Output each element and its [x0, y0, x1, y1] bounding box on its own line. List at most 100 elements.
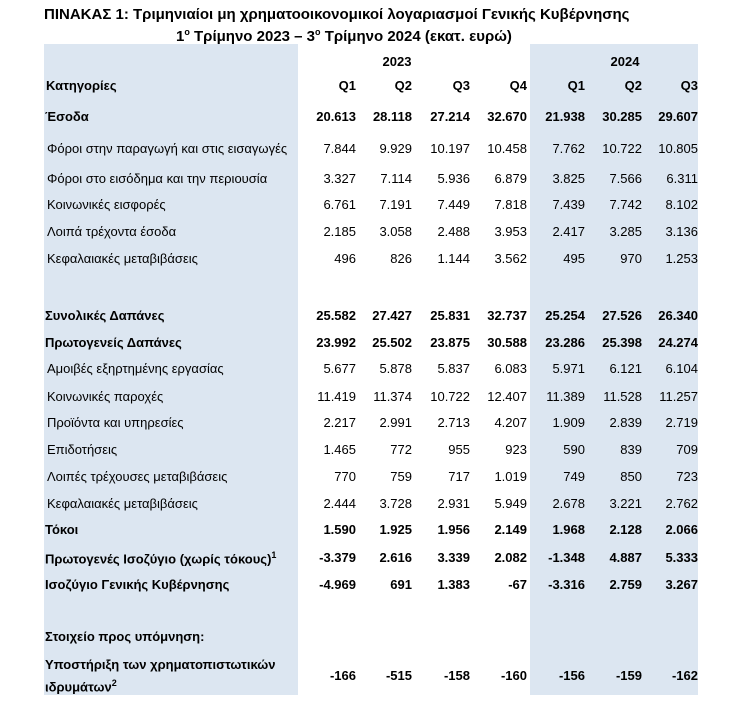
cell-value: 723	[676, 468, 698, 484]
cell-value: 10.722	[430, 388, 470, 404]
cell-value: 5.971	[552, 360, 585, 376]
row-label: Λοιπές τρέχουσες μεταβιβάσεις	[47, 467, 292, 486]
cell-value: 24.274	[658, 334, 698, 350]
cell-value: -166	[329, 667, 356, 683]
cell-value: 7.566	[609, 170, 642, 186]
row-label: Πρωτογενείς Δαπάνες	[45, 333, 290, 352]
row-label-text: Λοιπά τρέχοντα έσοδα	[47, 223, 177, 239]
cell-value: 6.761	[323, 196, 356, 212]
cell-value: 4.887	[609, 549, 642, 565]
row-label-text: Τόκοι	[45, 521, 79, 537]
row-label-text: Κεφαλαιακές μεταβιβάσεις	[47, 250, 198, 266]
row-label-text: Κεφαλαιακές μεταβιβάσεις	[47, 495, 198, 511]
cell-value: 7.439	[552, 196, 585, 212]
cell-value: 709	[676, 441, 698, 457]
cell-value: 7.762	[552, 140, 585, 156]
quarter-header: Q1	[338, 78, 356, 93]
cell-value: 11.528	[603, 388, 642, 404]
quarter-header: Q1	[567, 78, 585, 93]
cell-value: 770	[334, 468, 356, 484]
cell-value: 7.191	[379, 196, 412, 212]
cell-value: 3.825	[552, 170, 585, 186]
subtitle-part: 1	[176, 28, 185, 45]
cell-value: 7.818	[494, 196, 527, 212]
cell-value: 691	[390, 576, 412, 592]
cell-value: 5.677	[323, 360, 356, 376]
cell-value: 23.875	[430, 334, 470, 350]
cell-value: -515	[385, 667, 412, 683]
row-label: Κοινωνικές εισφορές	[47, 195, 292, 214]
row-label: Λοιπά τρέχοντα έσοδα	[47, 222, 292, 241]
cell-value: 7.844	[323, 140, 356, 156]
cell-value: 3.728	[379, 495, 412, 511]
year-header: 2024	[610, 54, 640, 69]
row-label: Υποστήριξη των χρηματοπιστωτικών ιδρυμάτ…	[45, 655, 290, 696]
cell-value: 6.879	[494, 170, 527, 186]
cell-value: 6.311	[666, 170, 698, 186]
cell-value: 25.582	[316, 307, 356, 323]
row-label: Πρωτογενές Ισοζύγιο (χωρίς τόκους)1	[45, 546, 290, 568]
cell-value: 10.197	[430, 140, 470, 156]
subtitle-part: Τρίμηνο 2023 – 3	[189, 28, 316, 45]
row-label: Στοιχείο προς υπόμνηση:	[45, 627, 290, 646]
cell-value: 6.104	[665, 360, 698, 376]
title: ΠΙΝΑΚΑΣ 1: Τριμηνιαίοι μη χρηματοοικονομ…	[44, 6, 630, 23]
cell-value: 3.327	[323, 170, 356, 186]
row-label-text: Λοιπές τρέχουσες μεταβιβάσεις	[47, 468, 228, 484]
cell-value: 496	[334, 250, 356, 266]
cell-value: 3.267	[665, 576, 698, 592]
cell-value: 3.953	[494, 223, 527, 239]
row-label-text: Προϊόντα και υπηρεσίες	[47, 414, 184, 430]
cell-value: 1.925	[379, 521, 412, 537]
row-label-text: Φόροι στην παραγωγή και στις εισαγωγές	[47, 140, 288, 156]
cell-value: 1.968	[552, 521, 585, 537]
cell-value: 717	[448, 468, 470, 484]
year-header: 2023	[382, 54, 412, 69]
cell-value: 10.805	[658, 140, 698, 156]
cell-value: 2.713	[437, 414, 470, 430]
cell-value: 26.340	[658, 307, 698, 323]
row-label-text: Πρωτογενές Ισοζύγιο (χωρίς τόκους)	[45, 551, 272, 567]
cell-value: 826	[390, 250, 412, 266]
cell-value: 5.936	[437, 170, 470, 186]
row-label: Φόροι στην παραγωγή και στις εισαγωγές	[47, 139, 292, 158]
cell-value: 3.221	[609, 495, 642, 511]
row-label-text: Υποστήριξη των χρηματοπιστωτικών ιδρυμάτ…	[45, 656, 276, 694]
quarter-header: Q3	[680, 78, 698, 93]
cell-value: 27.214	[430, 108, 470, 124]
cell-value: 21.938	[545, 108, 585, 124]
cell-value: -162	[671, 667, 698, 683]
cell-value: 30.588	[487, 334, 527, 350]
cell-value: 923	[505, 441, 527, 457]
row-label: Έσοδα	[45, 107, 290, 126]
cell-value: 2.616	[379, 549, 412, 565]
cell-value: 2.762	[665, 495, 698, 511]
cell-value: 25.831	[430, 307, 470, 323]
cell-value: 2.066	[665, 521, 698, 537]
cell-value: 32.670	[487, 108, 527, 124]
cell-value: 1.253	[665, 250, 698, 266]
cell-value: 495	[563, 250, 585, 266]
cell-value: -160	[500, 667, 527, 683]
cell-value: 1.590	[323, 521, 356, 537]
cell-value: 2.488	[437, 223, 470, 239]
row-label-text: Ισοζύγιο Γενικής Κυβέρνησης	[45, 576, 230, 592]
row-label: Τόκοι	[45, 520, 290, 539]
subtitle: 1ο Τρίμηνο 2023 – 3ο Τρίμηνο 2024 (εκατ.…	[176, 27, 512, 45]
cell-value: 7.449	[437, 196, 470, 212]
cell-value: 2.185	[323, 223, 356, 239]
cell-value: 25.254	[545, 307, 585, 323]
cell-value: 955	[448, 441, 470, 457]
row-label-text: Φόροι στο εισόδημα και την περιουσία	[47, 170, 268, 186]
row-label: Συνολικές Δαπάνες	[45, 306, 290, 325]
cell-value: 11.374	[373, 388, 412, 404]
cell-value: 20.613	[316, 108, 356, 124]
cell-value: -3.316	[548, 576, 585, 592]
cell-value: 2.417	[552, 223, 585, 239]
cell-value: 11.419	[317, 388, 356, 404]
quarter-header: Q2	[394, 78, 412, 93]
cell-value: 27.526	[602, 307, 642, 323]
row-label-text: Συνολικές Δαπάνες	[45, 307, 165, 323]
row-label: Επιδοτήσεις	[47, 440, 292, 459]
cell-value: 4.207	[494, 414, 527, 430]
